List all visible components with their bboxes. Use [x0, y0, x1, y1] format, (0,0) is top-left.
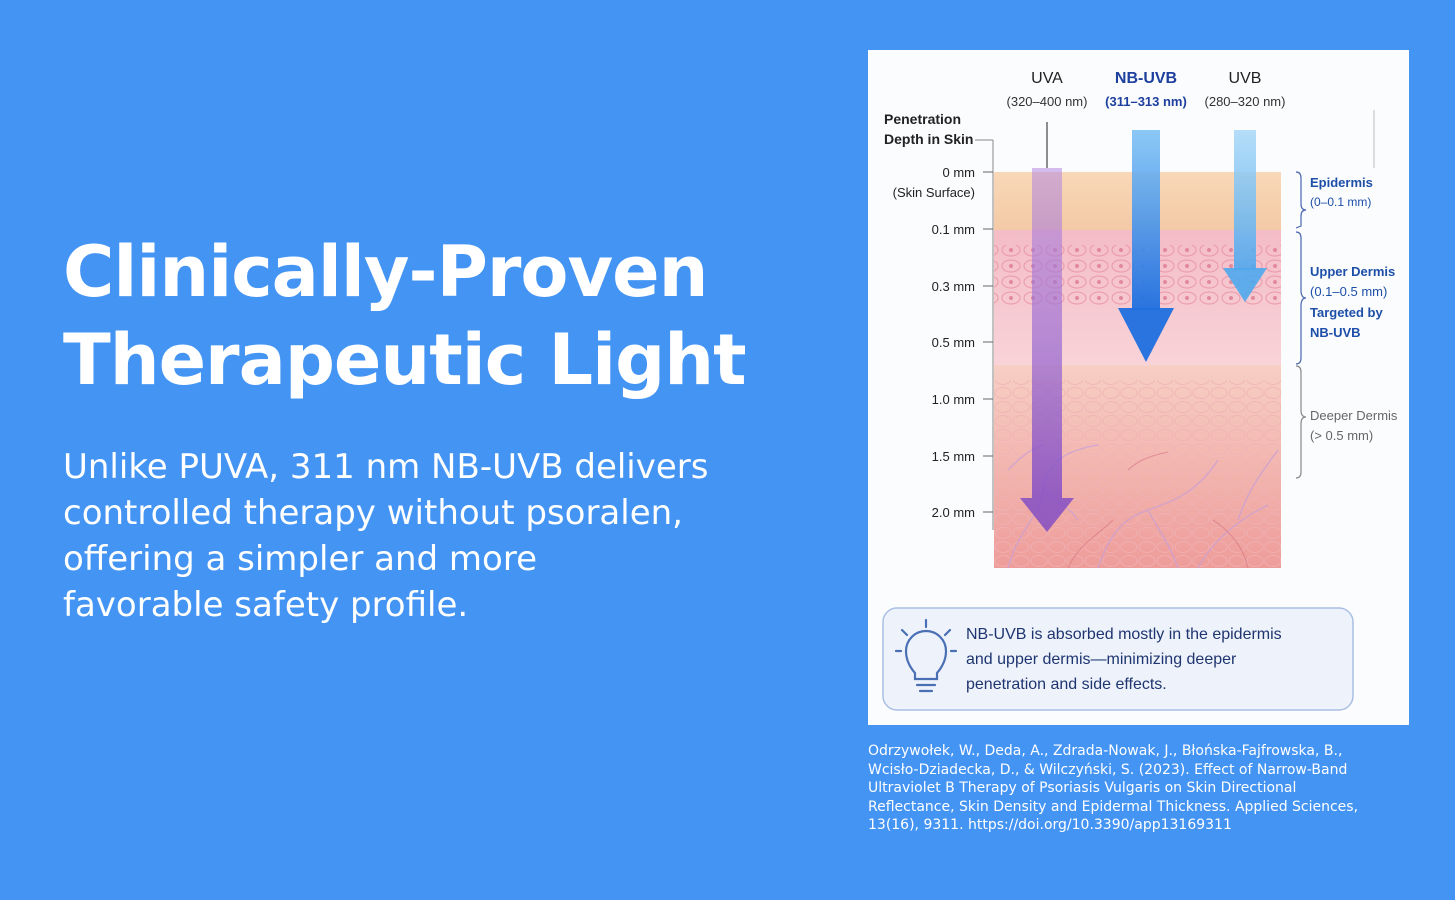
uva-label: UVA [1031, 70, 1063, 87]
uvb-arrow [1223, 130, 1267, 302]
headline: Clinically-Proven Therapeutic Light [63, 228, 823, 404]
deeper-dermis-range: (> 0.5 mm) [1310, 428, 1373, 443]
citation-line-2: Wcisło-Dziadecka, D., & Wilczyński, S. (… [868, 761, 1348, 778]
capillaries [1067, 451, 1249, 569]
upper-dermis-note: Targeted by [1310, 305, 1383, 320]
citation-line-5: 13(16), 9311. https://doi.org/10.3390/ap… [868, 817, 1232, 833]
tick-label: 0.5 mm [932, 335, 975, 350]
lightbulb-icon [894, 618, 958, 693]
subtext-line-2: controlled therapy without psoralen, [63, 493, 683, 533]
layer-brackets [1295, 171, 1307, 479]
diagram-canvas: UVA (320–400 nm) NB-UVB (311–313 nm) UVB… [882, 70, 1398, 711]
tick-label: 1.0 mm [932, 392, 975, 407]
headline-line-2: Therapeutic Light [63, 319, 747, 401]
citation: Odrzywołek, W., Deda, A., Zdrada-Nowak, … [868, 742, 1413, 835]
nb-uvb-arrow [1118, 130, 1174, 362]
uva-arrow [1020, 168, 1074, 532]
citation-line-3: Ultraviolet B Therapy of Psoriasis Vulga… [868, 780, 1297, 796]
tick-label: 0 mm [943, 165, 976, 180]
callout-line-3: penetration and side effects. [966, 676, 1167, 693]
epidermis-label: Epidermis [1310, 175, 1373, 190]
axis-title-line-1: Penetration [884, 111, 961, 127]
uvb-range: (280–320 nm) [1205, 94, 1286, 109]
callout-line-1: NB-UVB is absorbed mostly in the epiderm… [966, 626, 1282, 643]
headline-line-1: Clinically-Proven [63, 231, 708, 313]
callout-box: NB-UVB is absorbed mostly in the epiderm… [882, 607, 1354, 711]
uva-range: (320–400 nm) [1007, 94, 1088, 109]
citation-line-4: Reflectance, Skin Density and Epidermal … [868, 798, 1359, 815]
tick-label: 1.5 mm [932, 449, 975, 464]
upper-dermis-range: (0.1–0.5 mm) [1310, 284, 1387, 299]
deeper-dermis-label: Deeper Dermis [1310, 408, 1398, 423]
depth-ticks: 0 mm (Skin Surface) 0.1 mm 0.3 mm 0.5 mm… [893, 165, 993, 520]
citation-line-1: Odrzywołek, W., Deda, A., Zdrada-Nowak, … [868, 743, 1343, 759]
subtext-line-3: offering a simpler and more [63, 539, 538, 579]
tick-label: 2.0 mm [932, 505, 975, 520]
axis-title-line-2: Depth in Skin [884, 131, 973, 147]
callout-line-2: and upper dermis—minimizing deeper [966, 651, 1237, 668]
subtext-line-4: favorable safety profile. [63, 585, 469, 625]
subtext-line-1: Unlike PUVA, 311 nm NB-UVB delivers [63, 447, 709, 487]
skin-penetration-diagram: UVA (320–400 nm) NB-UVB (311–313 nm) UVB… [868, 50, 1409, 725]
tick-sublabel: (Skin Surface) [893, 185, 975, 200]
epidermis-range: (0–0.1 mm) [1310, 195, 1371, 209]
subtext: Unlike PUVA, 311 nm NB-UVB delivers cont… [63, 444, 823, 628]
upper-dermis-label: Upper Dermis [1310, 264, 1395, 279]
uvb-label: UVB [1229, 70, 1262, 87]
upper-dermis-note-2: NB-UVB [1310, 325, 1361, 340]
tick-label: 0.3 mm [932, 279, 975, 294]
nb-uvb-label: NB-UVB [1115, 70, 1177, 87]
tick-label: 0.1 mm [932, 222, 975, 237]
nb-uvb-range: (311–313 nm) [1105, 94, 1187, 109]
